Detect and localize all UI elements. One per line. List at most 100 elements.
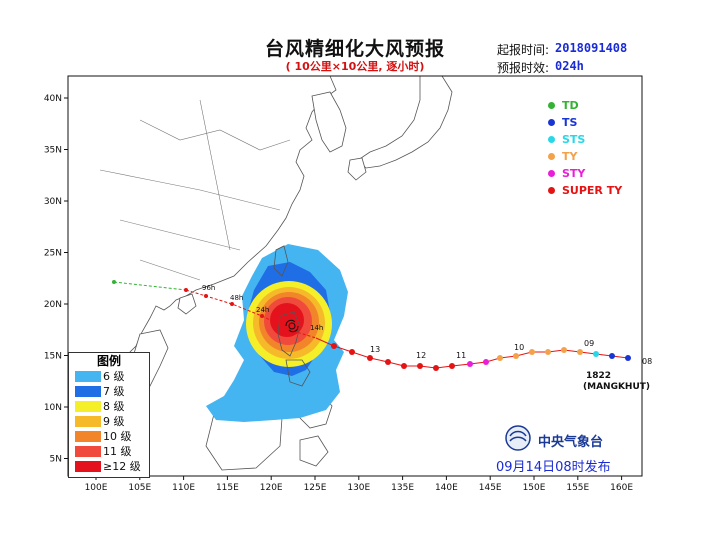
legend-label: 9 级 [103,415,125,428]
legend-row-grade-11: 11 级 [69,444,149,459]
legend-swatch [75,401,101,412]
track-date-label: 14h [310,324,323,332]
legend-title: 图例 [96,354,121,368]
category-dot-icon [548,153,555,160]
track-date-label: 13 [370,345,380,354]
lon-tick-label: 140E [435,483,458,493]
track-point [545,349,551,355]
legend-label: 6 级 [103,370,125,383]
category-label: TD [562,99,579,112]
lon-tick-label: 145E [479,483,502,493]
legend-row-grade-7: 7 级 [69,384,149,399]
category-row-ty: TY [548,149,648,166]
legend-swatch [75,431,101,442]
lon-tick-label: 135E [391,483,414,493]
wind-grade-legend: 图例 6 级 7 级 8 级 9 级 10 级 11 级 ≥12 级 [68,352,150,478]
legend-row-grade-9: 9 级 [69,414,149,429]
track-point [331,343,337,349]
track-point [367,355,373,361]
category-dot-icon [548,187,555,194]
korean-peninsula [311,91,347,153]
map-axes: 40N 35N 30N 25N 20N 15N 10N 5N 100E 105E 110E 115E 1… [44,94,634,493]
track-point [497,355,503,361]
track-point [467,361,473,367]
track-point [483,359,489,365]
track-date-label: 48h [230,294,243,302]
sulawesi [299,435,329,467]
track-point [609,353,615,359]
track-date-label: 24h [256,306,269,314]
legend-row-grade-10: 10 级 [69,429,149,444]
forecast-track-line-far [113,281,187,291]
wind-swath [206,244,348,422]
intensity-category-legend: TD TS STS TY STY SUPER TY [548,98,648,200]
lead-time-row: 预报时效: 024h [497,59,584,76]
track-date-label: 08 [642,357,652,366]
category-dot-icon [548,136,555,143]
track-points [112,280,631,371]
category-row-sty: STY [548,166,648,183]
category-row-super-ty: SUPER TY [548,183,648,200]
track-point [385,359,391,365]
province-borders [99,99,291,281]
track-point [625,355,631,361]
track-point [204,294,208,298]
legend-label: ≥12 级 [103,460,141,473]
lon-tick-label: 100E [85,483,108,493]
track-point [417,363,423,369]
issue-time: 09月14日08时发布 [496,460,611,475]
lon-tick-label: 115E [216,483,239,493]
legend-swatch [75,371,101,382]
hainan [177,293,197,315]
track-point [577,349,583,355]
typhoon-id-label: 1822 [586,371,611,381]
coastline-overlay [273,245,311,387]
lon-tick-label: 130E [347,483,370,493]
track-point [349,349,355,355]
start-time-label: 起报时间: [497,43,550,57]
legend-label: 11 级 [103,445,132,458]
category-dot-icon [548,119,555,126]
start-time-value: 2018091408 [555,41,628,55]
legend-row-grade-ge12: ≥12 级 [69,459,149,474]
track-point [433,365,439,371]
track-date-label: 10 [514,343,524,352]
lon-tick-label: 125E [304,483,327,493]
category-row-td: TD [548,98,648,115]
track-date-label: 12 [416,351,426,360]
track-point [561,347,567,353]
track-date-label: 96h [202,284,215,292]
lon-tick-label: 110E [172,483,195,493]
track-point [230,302,234,306]
category-dot-icon [548,170,555,177]
track-point [529,349,535,355]
category-dot-icon [548,102,555,109]
lat-tick-label: 5N [50,455,62,465]
track-point [112,280,116,284]
category-row-ts: TS [548,115,648,132]
legend-swatch [75,446,101,457]
agency-name: 中央气象台 [538,435,604,450]
typhoon-center-symbol [285,319,299,333]
typhoon-name-label: (MANGKHUT) [583,382,650,392]
lat-tick-label: 35N [44,146,62,156]
track-point [593,351,599,357]
lead-time-label: 预报时效: [497,61,550,75]
lon-tick-label: 155E [566,483,589,493]
legend-label: 7 级 [103,385,125,398]
legend-row-grade-6: 6 级 [69,369,149,384]
lat-tick-label: 20N [44,300,62,310]
track-point [184,288,188,292]
kyushu [347,157,367,181]
track-date-label: 09 [584,339,594,348]
legend-swatch [75,461,101,472]
cma-logo-icon [505,425,531,451]
lat-tick-label: 10N [44,403,62,413]
category-label: SUPER TY [562,184,623,197]
lead-time-value: 024h [555,59,584,73]
map-title: 台风精细化大风预报 [264,38,445,60]
category-row-sts: STS [548,132,648,149]
map-subtitle: ( 10公里×10公里, 逐小时) [285,60,425,73]
legend-label: 10 级 [103,430,132,443]
